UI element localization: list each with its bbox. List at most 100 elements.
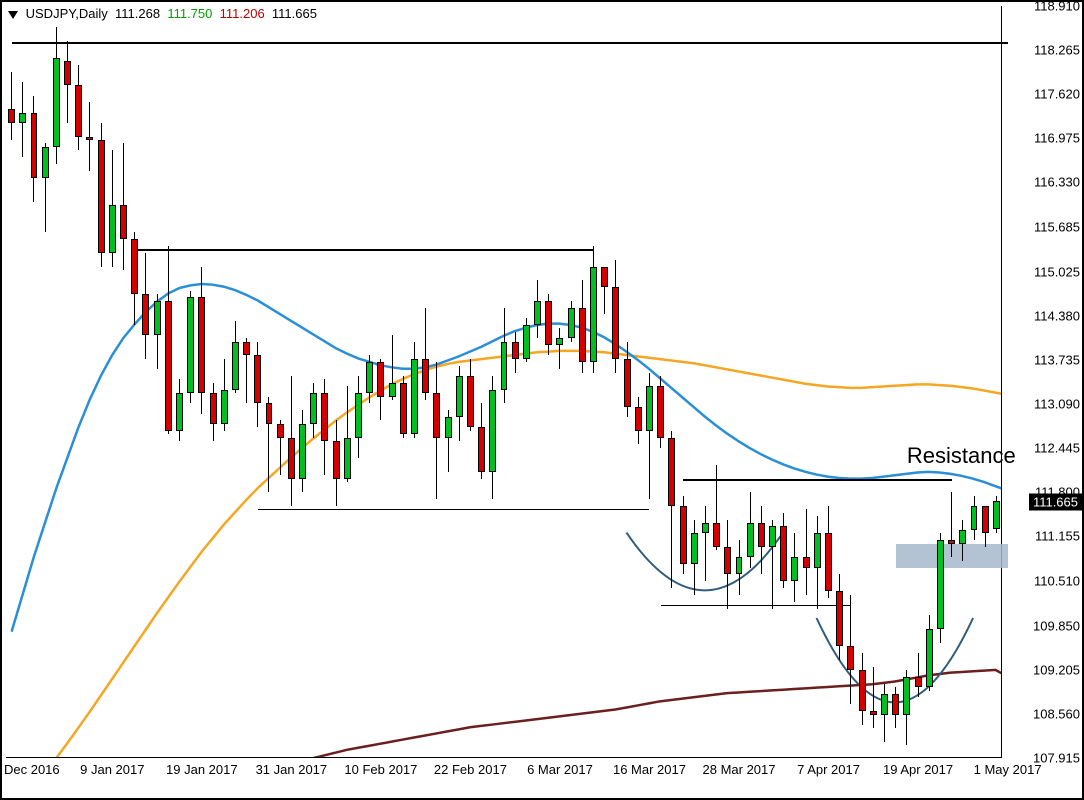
candle-body[interactable] — [758, 523, 765, 547]
candle-body[interactable] — [948, 540, 955, 543]
candle-body[interactable] — [590, 267, 597, 363]
candle-body[interactable] — [366, 362, 373, 393]
candle-body[interactable] — [478, 427, 485, 471]
candle-body[interactable] — [433, 393, 440, 437]
candle-body[interactable] — [993, 501, 1000, 528]
candle-body[interactable] — [456, 376, 463, 417]
candle-body[interactable] — [523, 325, 530, 359]
candle-body[interactable] — [556, 338, 563, 345]
candle-body[interactable] — [422, 359, 429, 393]
candle-body[interactable] — [187, 297, 194, 393]
plot-area[interactable]: Resistance — [6, 6, 1002, 758]
candle-body[interactable] — [467, 376, 474, 427]
candle-body[interactable] — [221, 390, 228, 424]
candle-body[interactable] — [86, 137, 93, 140]
candle-body[interactable] — [377, 362, 384, 396]
candle-body[interactable] — [400, 383, 407, 434]
candle-body[interactable] — [971, 506, 978, 530]
candle-body[interactable] — [579, 308, 586, 363]
y-tick-label: 117.620 — [1034, 87, 1080, 102]
candle-body[interactable] — [657, 386, 664, 437]
candle-body[interactable] — [926, 629, 933, 687]
candle-body[interactable] — [825, 533, 832, 591]
candle-body[interactable] — [859, 670, 866, 711]
candle-body[interactable] — [210, 393, 217, 424]
candle-body[interactable] — [803, 557, 810, 567]
candle-body[interactable] — [277, 424, 284, 438]
candle-body[interactable] — [624, 359, 631, 407]
candle-body[interactable] — [19, 113, 26, 123]
candle-body[interactable] — [266, 403, 273, 424]
candle-body[interactable] — [836, 591, 843, 646]
candle-body[interactable] — [545, 301, 552, 345]
candle-body[interactable] — [635, 407, 642, 431]
candle-body[interactable] — [903, 677, 910, 715]
candle-body[interactable] — [42, 147, 49, 178]
candle-body[interactable] — [870, 711, 877, 714]
x-tick-label: 6 Mar 2017 — [527, 762, 593, 777]
candle-body[interactable] — [646, 386, 653, 430]
candle-body[interactable] — [501, 342, 508, 390]
candle-body[interactable] — [736, 557, 743, 574]
candle-body[interactable] — [333, 441, 340, 479]
candle-body[interactable] — [243, 342, 250, 356]
candle-body[interactable] — [198, 297, 205, 393]
candle-body[interactable] — [109, 205, 116, 253]
candle-body[interactable] — [53, 58, 60, 147]
candle-body[interactable] — [254, 355, 261, 403]
y-tick-label: 113.735 — [1034, 352, 1080, 367]
candle-body[interactable] — [8, 109, 15, 123]
candle-body[interactable] — [310, 393, 317, 424]
candle-body[interactable] — [165, 301, 172, 431]
x-tick-label: 16 Mar 2017 — [613, 762, 686, 777]
candle-body[interactable] — [814, 533, 821, 567]
candle-body[interactable] — [612, 287, 619, 359]
candle-body[interactable] — [668, 438, 675, 506]
candle-body[interactable] — [713, 523, 720, 547]
candle-body[interactable] — [747, 523, 754, 557]
candle-body[interactable] — [489, 390, 496, 472]
candle-body[interactable] — [445, 417, 452, 438]
candle-body[interactable] — [769, 526, 776, 547]
candle-body[interactable] — [601, 267, 608, 288]
candle-body[interactable] — [680, 506, 687, 564]
candle-body[interactable] — [724, 547, 731, 574]
candle-body[interactable] — [299, 424, 306, 479]
candle-body[interactable] — [64, 61, 71, 85]
candle-body[interactable] — [959, 530, 966, 544]
candle-body[interactable] — [120, 205, 127, 239]
candle-body[interactable] — [75, 85, 82, 136]
time-axis: 27 Dec 20169 Jan 201719 Jan 201731 Jan 2… — [6, 760, 1002, 798]
candle-body[interactable] — [321, 393, 328, 441]
candle-body[interactable] — [892, 694, 899, 715]
candle-body[interactable] — [982, 506, 989, 533]
candle-body[interactable] — [702, 523, 709, 533]
candle-body[interactable] — [780, 526, 787, 581]
candle-body[interactable] — [411, 359, 418, 434]
candle-body[interactable] — [31, 113, 38, 178]
candle-body[interactable] — [355, 393, 362, 437]
candle-body[interactable] — [847, 646, 854, 670]
candle-body[interactable] — [568, 308, 575, 339]
candle-body[interactable] — [534, 301, 541, 325]
candle-body[interactable] — [937, 540, 944, 629]
candle-body[interactable] — [98, 140, 105, 253]
ohlc-open: 111.268 — [115, 6, 160, 21]
candle-body[interactable] — [691, 533, 698, 564]
candle-body[interactable] — [288, 438, 295, 479]
candle-body[interactable] — [344, 438, 351, 479]
candle-body[interactable] — [154, 301, 161, 335]
candle-body[interactable] — [232, 342, 239, 390]
candle-body[interactable] — [915, 677, 922, 687]
candle-body[interactable] — [176, 393, 183, 431]
candle-body[interactable] — [389, 383, 396, 397]
candle-body[interactable] — [512, 342, 519, 359]
candle-body[interactable] — [791, 557, 798, 581]
x-tick-label: 19 Jan 2017 — [166, 762, 238, 777]
candle-body[interactable] — [131, 239, 138, 294]
candle-body[interactable] — [142, 294, 149, 335]
y-tick-label: 118.910 — [1034, 0, 1080, 14]
dropdown-icon[interactable] — [8, 11, 18, 19]
candle-body[interactable] — [881, 694, 888, 715]
candle-wick — [11, 72, 12, 140]
